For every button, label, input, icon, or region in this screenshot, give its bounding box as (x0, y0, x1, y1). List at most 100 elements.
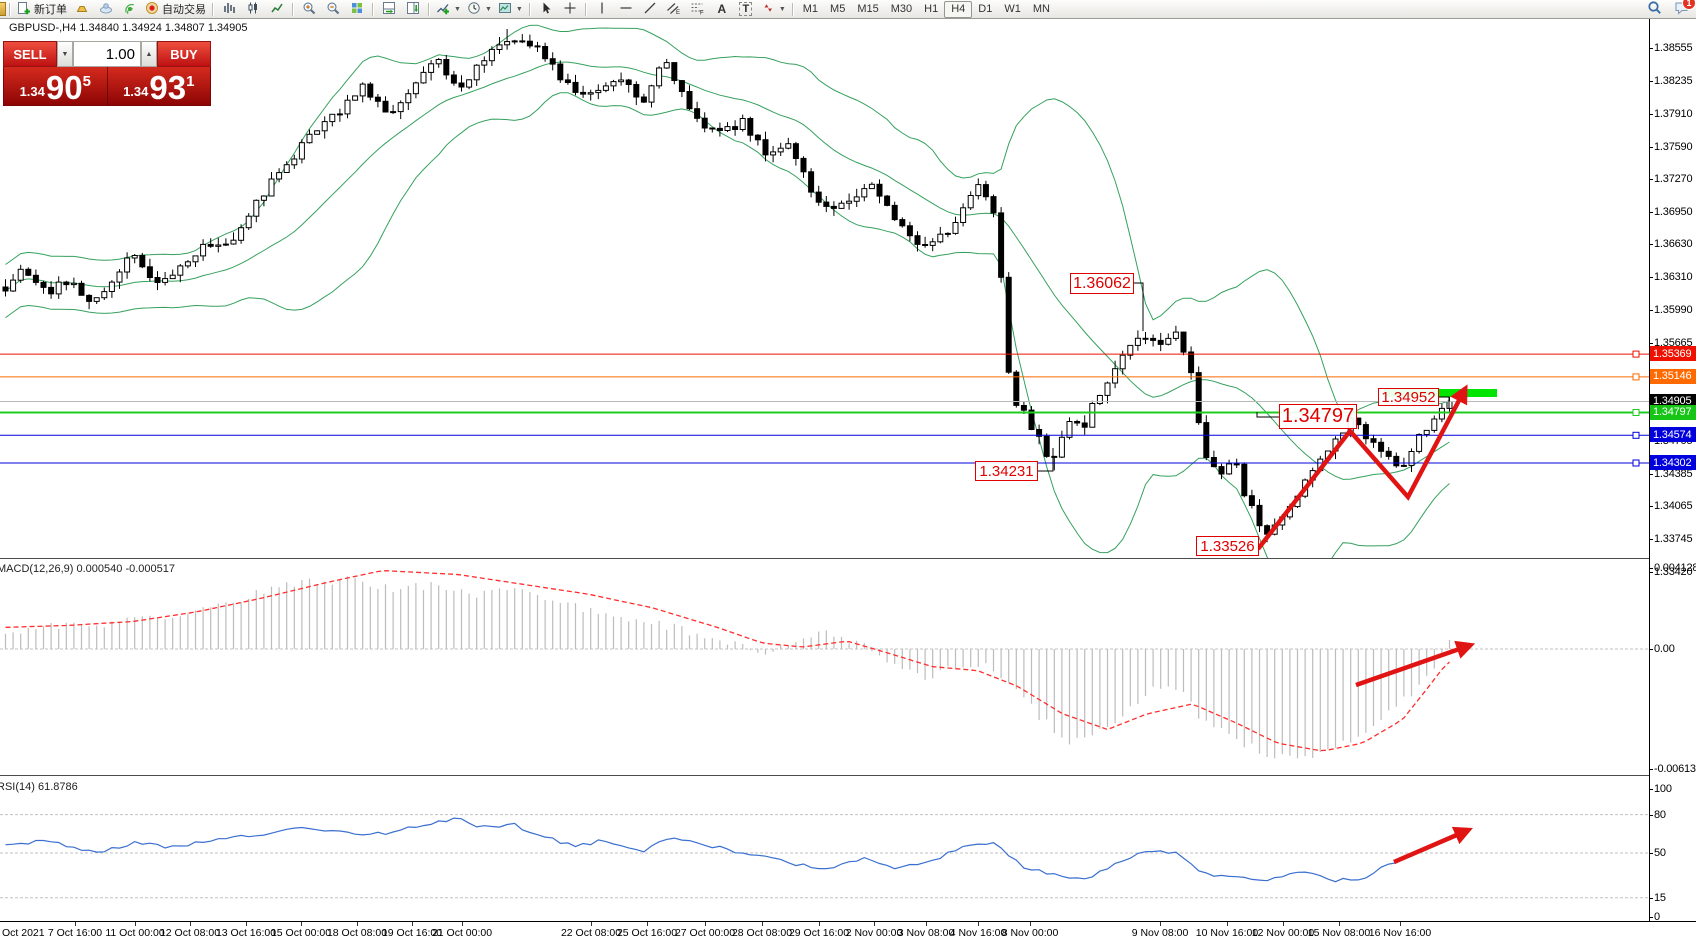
price-chart-panel[interactable] (0, 19, 1649, 558)
tile-windows-button[interactable] (345, 1, 369, 17)
tf-h4[interactable]: H4 (944, 0, 973, 18)
date-tick (874, 922, 875, 926)
horizontal-line-button[interactable] (614, 1, 638, 17)
gold-bar-button[interactable] (70, 1, 94, 17)
price-tick: 1.36950 (1649, 205, 1693, 218)
channel-button[interactable]: E (662, 1, 686, 17)
horizontal-line-icon (619, 1, 633, 18)
zoom-in-icon (302, 1, 316, 18)
buy-button[interactable]: BUY (157, 41, 211, 67)
price-line-label: 1.34797 (1650, 404, 1696, 420)
crosshair-icon (563, 1, 577, 18)
date-label: 12 Nov 00:00 (1251, 927, 1315, 939)
price-callout[interactable]: 1.34952 (1378, 388, 1439, 406)
macd-label: MACD(12,26,9) 0.000540 -0.000517 (0, 563, 175, 575)
volume-increase-button[interactable]: ▲ (141, 41, 157, 67)
search-icon (1647, 0, 1662, 18)
candlestick-chart-button[interactable] (241, 1, 265, 17)
date-tick (1160, 922, 1161, 926)
cursor-button[interactable] (534, 1, 558, 17)
trendline-button[interactable] (638, 1, 662, 17)
date-label: 4 Nov 16:00 (949, 927, 1007, 939)
indicator-window-bottom-button[interactable] (401, 1, 425, 17)
date-label: 25 Oct 16:00 (616, 927, 678, 939)
community-button[interactable] (94, 1, 118, 17)
date-label: 9 Nov 08:00 (1131, 927, 1189, 939)
chat-button[interactable]: 1 (1674, 0, 1696, 18)
new-order-label: 新订单 (34, 4, 67, 16)
zoom-in-button[interactable] (297, 1, 321, 17)
bar-chart-button[interactable] (217, 1, 241, 17)
price-callout[interactable]: 1.34797 (1279, 404, 1357, 429)
price-line-label: 1.34302 (1650, 455, 1696, 470)
price-tick: 1.34065 (1649, 500, 1693, 513)
tf-mn[interactable]: MN (1032, 3, 1050, 15)
add-indicator-dropdown[interactable]: ▼ (433, 1, 464, 17)
gold-bar-icon (75, 1, 89, 18)
tf-d1[interactable]: D1 (978, 3, 993, 15)
date-label: 12 Oct 08:00 (159, 927, 221, 939)
date-label: 22 Oct 08:00 (560, 927, 622, 939)
tf-h1[interactable]: H1 (924, 3, 939, 15)
signal-button[interactable] (118, 1, 142, 17)
time-axis[interactable]: Oct 2021 7 Oct 16:00 11 Oct 00:00 12 Oct 08… (0, 921, 1696, 943)
cursor-icon (539, 1, 553, 18)
date-tick (246, 922, 247, 926)
volume-input[interactable] (73, 41, 141, 67)
vertical-line-icon (595, 1, 609, 18)
bid-price[interactable]: 1.34 90 5 (4, 67, 108, 105)
rsi-panel[interactable] (0, 779, 1649, 921)
search-button[interactable] (1642, 1, 1666, 17)
date-tick (135, 922, 136, 926)
period-dropdown[interactable]: ▼ (464, 1, 495, 17)
tf-m30[interactable]: M30 (890, 3, 913, 15)
arrows-tool-dropdown[interactable]: ▼ (758, 1, 789, 17)
date-label: 11 Oct 00:00 (105, 927, 165, 939)
auto-trading-button[interactable]: 自动交易 (142, 1, 209, 17)
fibonacci-button[interactable]: F (686, 1, 710, 17)
signal-icon (123, 1, 137, 18)
text-icon: A (717, 2, 727, 16)
new-order-button[interactable]: 新订单 (14, 1, 70, 17)
price-tick: 1.33420 (1649, 566, 1693, 578)
tf-m1[interactable]: M1 (802, 3, 819, 15)
date-label: 13 Oct 16:00 (215, 927, 277, 939)
macd-panel[interactable] (0, 562, 1649, 775)
price-callout[interactable]: 1.34231 (975, 461, 1038, 481)
zoom-out-button[interactable] (321, 1, 345, 17)
date-label: 16 Nov 16:00 (1368, 927, 1432, 939)
label-tool-button[interactable]: T (734, 1, 758, 17)
zoom-out-icon (326, 1, 340, 18)
date-tick (819, 922, 820, 926)
date-tick (301, 922, 302, 926)
tf-m5[interactable]: M5 (830, 3, 846, 15)
date-label: 15 Nov 08:00 (1307, 927, 1371, 939)
sell-button[interactable]: SELL (3, 41, 57, 67)
date-tick (1030, 922, 1031, 926)
line-chart-button[interactable] (265, 1, 289, 17)
date-label: 19 Oct 16:00 (381, 927, 443, 939)
indicator-window-button[interactable] (377, 1, 401, 17)
date-label: 18 Oct 08:00 (326, 927, 388, 939)
vertical-line-button[interactable] (590, 1, 614, 17)
tf-w1[interactable]: W1 (1004, 3, 1021, 15)
crosshair-button[interactable] (558, 1, 582, 17)
price-tick: 1.38235 (1649, 74, 1693, 87)
date-tick (647, 922, 648, 926)
clipped-toolbar-icon (0, 2, 6, 16)
auto-trading-icon (145, 1, 159, 18)
bar-chart-icon (222, 1, 236, 18)
text-tool-button[interactable]: A (710, 1, 734, 17)
price-callout[interactable]: 1.36062 (1070, 273, 1134, 294)
date-tick (75, 922, 76, 926)
template-dropdown[interactable]: ▼ (495, 1, 526, 17)
date-tick (978, 922, 979, 926)
ask-price[interactable]: 1.34 93 1 (123, 68, 195, 106)
volume-decrease-button[interactable]: ▼ (57, 41, 73, 67)
fibonacci-icon: F (690, 1, 705, 18)
date-tick (1400, 922, 1401, 926)
price-callout[interactable]: 1.33526 (1196, 536, 1259, 556)
tf-m15[interactable]: M15 (857, 3, 879, 15)
rsi-tick: 0 (1650, 911, 1660, 923)
price-axis[interactable]: 1.38555 1.38235 1.37910 1.37590 1.37270 1.369… (1649, 19, 1696, 923)
